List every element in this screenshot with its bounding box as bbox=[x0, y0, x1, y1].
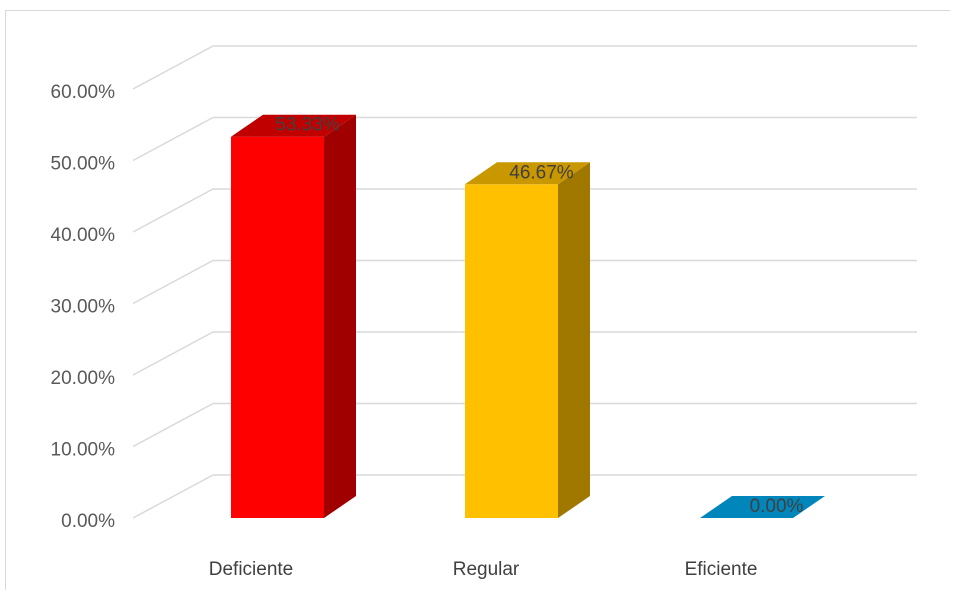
data-label: 0.00% bbox=[750, 496, 804, 517]
bar-top bbox=[465, 162, 590, 185]
x-category-label: Regular bbox=[453, 559, 520, 580]
bar-top bbox=[700, 496, 825, 518]
gridline-diagonal bbox=[132, 474, 214, 519]
y-tick-label: 20.00% bbox=[51, 368, 116, 389]
gridline-diagonal bbox=[132, 402, 214, 448]
gridline-diagonal bbox=[132, 116, 214, 162]
y-tick-label: 30.00% bbox=[51, 297, 116, 318]
gridline-diagonal bbox=[132, 331, 214, 376]
chart-frame bbox=[5, 10, 950, 590]
data-label: 53.33% bbox=[275, 115, 340, 136]
y-tick-label: 40.00% bbox=[51, 225, 116, 246]
gridline-diagonal bbox=[132, 259, 214, 305]
x-category-label: Deficiente bbox=[209, 559, 294, 580]
gridline-diagonal bbox=[132, 188, 214, 233]
bar-front bbox=[231, 136, 324, 519]
bar-side bbox=[558, 162, 590, 518]
y-tick-label: 60.00% bbox=[51, 82, 116, 103]
y-tick-label: 0.00% bbox=[61, 511, 115, 532]
bar-front bbox=[465, 184, 558, 518]
bar-side bbox=[324, 114, 356, 519]
gridline-diagonal bbox=[132, 45, 214, 90]
bar-top bbox=[231, 114, 356, 137]
y-tick-label: 10.00% bbox=[51, 440, 116, 461]
x-category-label: Eficiente bbox=[685, 559, 758, 580]
data-label: 46.67% bbox=[509, 162, 574, 183]
y-tick-label: 50.00% bbox=[51, 154, 116, 175]
